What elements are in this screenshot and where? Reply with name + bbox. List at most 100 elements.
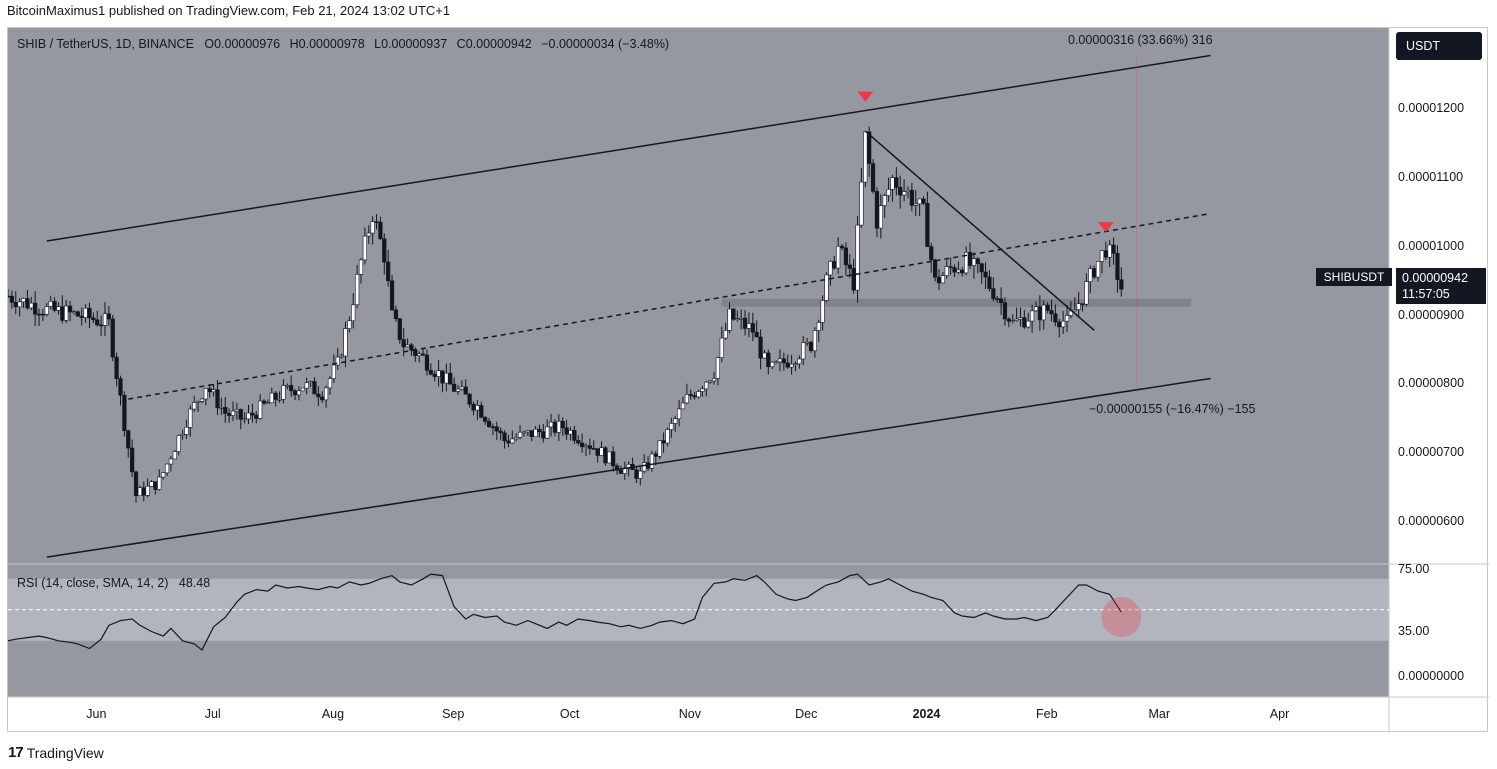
candle-body <box>673 418 678 424</box>
currency-button[interactable]: USDT <box>1396 32 1482 60</box>
candle-body <box>797 358 802 365</box>
candle-body <box>168 458 174 465</box>
candle-body <box>246 412 251 420</box>
candle-body <box>366 232 371 237</box>
candle-body <box>106 313 111 320</box>
candle-body <box>149 481 154 487</box>
candle-body <box>704 381 709 390</box>
descending-trendline <box>864 130 1095 331</box>
candle-body <box>304 382 309 389</box>
price-tick-label: 0.00000000 <box>1398 669 1465 683</box>
candle-body <box>653 453 658 457</box>
candle-body <box>1064 315 1070 322</box>
candle-body <box>494 426 499 432</box>
candle-body <box>424 354 430 371</box>
candle-body <box>234 409 239 412</box>
high-value: 0.00000978 <box>298 37 365 51</box>
candle-body <box>343 328 348 357</box>
price-tick-label: 0.00000600 <box>1398 513 1465 528</box>
candle-body <box>1092 268 1097 278</box>
candle-body <box>1080 303 1085 305</box>
price-tick-label: 0.00000900 <box>1398 307 1465 322</box>
candle-body <box>285 385 290 387</box>
candle-body <box>467 393 472 405</box>
candle-body <box>386 261 391 282</box>
price-tick-label: 0.00000800 <box>1398 376 1465 391</box>
candle-body <box>184 426 189 435</box>
candle-body <box>44 306 49 315</box>
candle-body <box>180 434 185 436</box>
symbol-legend[interactable]: SHIB / TetherUS, 1D, BINANCE O0.00000976… <box>17 37 669 51</box>
chart-frame[interactable] <box>7 27 1489 733</box>
rsi-label[interactable]: RSI (14, close, SMA, 14, 2) <box>17 576 169 590</box>
rsi-tick-label: 75.00 <box>1398 562 1430 576</box>
candle-body <box>649 453 655 469</box>
candle-body <box>770 361 775 368</box>
rsi-value: 48.48 <box>178 576 211 590</box>
candle-body <box>122 394 127 431</box>
candle-body <box>320 396 325 401</box>
candle-body <box>110 318 115 358</box>
candle-body <box>680 402 686 410</box>
candle-body <box>223 407 228 414</box>
candle-body <box>29 302 34 309</box>
month-tick-label: Mar <box>1148 707 1170 721</box>
candle-body <box>64 305 69 321</box>
candle-body <box>60 306 65 321</box>
open-value: 0.00000976 <box>214 37 281 51</box>
candle-body <box>401 339 406 348</box>
candle-body <box>801 342 806 360</box>
candle-body <box>894 177 899 188</box>
candle-body <box>746 323 752 329</box>
candle-body <box>238 409 243 420</box>
candle-body <box>921 198 926 204</box>
candle-body <box>863 131 868 183</box>
candle-body <box>537 428 542 433</box>
candle-body <box>83 307 88 318</box>
price-tick-label: 0.00001100 <box>1398 170 1464 185</box>
rsi-legend[interactable]: RSI (14, close, SMA, 14, 2) 48.48 <box>17 576 210 590</box>
candle-body <box>886 189 891 196</box>
candle-body <box>95 319 100 326</box>
candle-body <box>71 311 77 314</box>
candle-body <box>133 471 139 496</box>
chart-svg[interactable] <box>8 28 1489 733</box>
candle-body <box>1014 318 1019 321</box>
candle-body <box>161 472 166 478</box>
candle-body <box>227 413 232 416</box>
candle-body <box>661 440 666 444</box>
rsi-line <box>8 573 1122 651</box>
symbol-title[interactable]: SHIB / TetherUS, 1D, BINANCE <box>17 37 194 51</box>
candle-body <box>855 224 860 291</box>
candle-body <box>102 313 108 326</box>
candle-body <box>591 448 596 450</box>
candle-body <box>420 353 426 356</box>
candle-body <box>440 370 445 384</box>
candle-body <box>432 373 437 377</box>
candle-body <box>358 259 364 275</box>
channel-upper-line <box>46 54 1211 242</box>
candle-body <box>192 402 197 410</box>
candle-body <box>483 417 488 422</box>
candle-body <box>281 385 286 400</box>
channel-middle-line <box>128 212 1211 400</box>
candle-body <box>948 266 953 268</box>
candle-body <box>1088 268 1093 282</box>
candle-body <box>933 259 938 278</box>
tradingview-logo[interactable]: 17 TradingView <box>8 744 104 761</box>
candle-body <box>8 295 11 298</box>
candle-body <box>13 301 18 308</box>
candle-body <box>296 390 302 396</box>
candle-body <box>199 398 205 402</box>
candle-body <box>444 372 449 384</box>
candle-body <box>773 361 779 364</box>
candle-body <box>960 269 965 274</box>
bar-countdown: 11:57:05 <box>1402 287 1450 301</box>
candle-body <box>1037 306 1042 321</box>
rsi-tick-label: 35.00 <box>1398 624 1430 638</box>
candle-body <box>700 388 705 392</box>
candle-body <box>580 442 585 448</box>
candle-body <box>250 412 255 416</box>
candle-body <box>735 318 740 320</box>
candle-body <box>91 317 96 321</box>
